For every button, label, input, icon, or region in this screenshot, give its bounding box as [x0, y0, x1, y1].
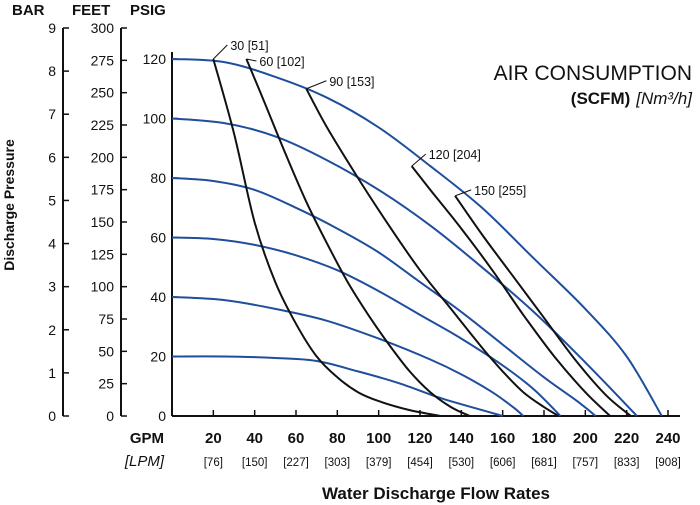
x-tick-label-gpm: 220 — [614, 430, 639, 447]
x-tick-label-lpm: [757] — [573, 457, 599, 469]
feet-tick-label: 175 — [91, 182, 115, 198]
psig-tick-label: 120 — [143, 51, 167, 67]
callout-leader — [411, 153, 427, 167]
air-consumption-curve-1 — [245, 58, 471, 417]
x-tick-label-lpm: [681] — [531, 457, 557, 469]
air-consumption-label: 120 [204] — [429, 148, 481, 162]
callout-leader — [246, 58, 257, 62]
psig-tick-label: 100 — [143, 111, 167, 127]
psig-tick-label: 40 — [150, 289, 166, 305]
x-tick-label-lpm: [379] — [366, 457, 392, 469]
plot-curves — [171, 58, 663, 417]
axis-ticks: 0123456789025507510012515017520022525027… — [48, 20, 681, 469]
inlet-pressure-curve-5 — [171, 355, 503, 417]
x-tick-label-lpm: [227] — [283, 457, 309, 469]
x-tick-label-lpm: [150] — [242, 457, 268, 469]
air-consumption-label: 30 [51] — [230, 39, 268, 53]
feet-axis-header: FEET — [72, 2, 110, 19]
feet-tick-label: 250 — [91, 85, 115, 101]
bar-axis-header: BAR — [12, 2, 45, 19]
x-tick-label-lpm: [454] — [407, 457, 433, 469]
feet-tick-label: 150 — [91, 214, 115, 230]
x-tick-label-gpm: 120 — [407, 430, 432, 447]
callout-leader — [454, 189, 472, 197]
x-tick-label-gpm: 180 — [531, 430, 556, 447]
inlet-pressure-curve-3 — [171, 236, 562, 417]
y-axis-label: Discharge Pressure — [1, 139, 17, 271]
x-tick-label-gpm: 80 — [329, 430, 346, 447]
lpm-unit-label: [LPM] — [124, 453, 165, 470]
x-tick-label-lpm: [833] — [614, 457, 640, 469]
psig-tick-label: 80 — [150, 170, 166, 186]
x-axis-label: Water Discharge Flow Rates — [322, 484, 550, 503]
feet-tick-label: 300 — [91, 20, 115, 36]
air-consumption-label: 90 [153] — [329, 75, 374, 89]
feet-tick-label: 125 — [91, 246, 115, 262]
x-tick-label-lpm: [530] — [449, 457, 475, 469]
bar-tick-label: 3 — [48, 279, 56, 295]
bar-tick-label: 2 — [48, 322, 56, 338]
bar-tick-label: 6 — [48, 149, 56, 165]
air-consumption-curve-0 — [212, 58, 441, 417]
x-tick-label-gpm: 40 — [246, 430, 263, 447]
bar-tick-label: 9 — [48, 20, 56, 36]
x-tick-label-lpm: [606] — [490, 457, 516, 469]
x-tick-label-lpm: [908] — [655, 457, 681, 469]
psig-axis-header: PSIG — [130, 2, 166, 19]
callout-leader — [212, 44, 228, 60]
psig-tick-label: 60 — [150, 230, 166, 246]
air-consumption-curve-3 — [410, 165, 611, 417]
air-consumption-curve-4 — [454, 195, 632, 417]
callout-leader — [306, 80, 327, 90]
feet-tick-label: 25 — [98, 376, 114, 392]
x-tick-label-gpm: 100 — [366, 430, 391, 447]
x-tick-label-gpm: 20 — [205, 430, 222, 447]
air-consumption-curve-2 — [305, 88, 560, 417]
chart-subtitle: (SCFM) [Nm³/h] — [571, 89, 693, 108]
feet-tick-label: 275 — [91, 52, 115, 68]
x-tick-label-gpm: 60 — [288, 430, 305, 447]
inlet-pressure-curve-2 — [171, 177, 597, 417]
x-tick-label-gpm: 160 — [490, 430, 515, 447]
x-tick-label-lpm: [76] — [204, 457, 223, 469]
bar-tick-label: 5 — [48, 192, 56, 208]
feet-tick-label: 75 — [98, 311, 114, 327]
bar-tick-label: 0 — [48, 408, 56, 424]
feet-tick-label: 0 — [106, 408, 114, 424]
bar-tick-label: 7 — [48, 106, 56, 122]
psig-tick-label: 0 — [158, 408, 166, 424]
x-tick-label-gpm: 240 — [655, 430, 680, 447]
x-tick-label-lpm: [303] — [325, 457, 351, 469]
feet-tick-label: 50 — [98, 343, 114, 359]
x-tick-label-gpm: 140 — [449, 430, 474, 447]
psig-tick-label: 20 — [150, 349, 166, 365]
bar-tick-label: 1 — [48, 365, 56, 381]
x-tick-label-gpm: 200 — [573, 430, 598, 447]
chart-title: AIR CONSUMPTION — [494, 62, 692, 85]
inlet-pressure-curve-1 — [171, 117, 638, 417]
air-consumption-label: 150 [255] — [474, 184, 526, 198]
air-consumption-label: 60 [102] — [259, 55, 304, 69]
inlet-pressure-curve-0 — [171, 58, 663, 417]
inlet-pressure-curve-4 — [171, 296, 524, 417]
feet-tick-label: 200 — [91, 149, 115, 165]
gpm-unit-label: GPM — [130, 430, 164, 447]
feet-tick-label: 225 — [91, 117, 115, 133]
curve-callouts: 30 [51] 60 [102] 90 [153] 120 [204] 150 [255… — [212, 39, 526, 198]
bar-tick-label: 4 — [48, 236, 56, 252]
feet-tick-label: 100 — [91, 279, 115, 295]
subtitle-bold: (SCFM) — [571, 89, 630, 108]
bar-tick-label: 8 — [48, 63, 56, 79]
subtitle-italic: [Nm³/h] — [635, 89, 693, 108]
